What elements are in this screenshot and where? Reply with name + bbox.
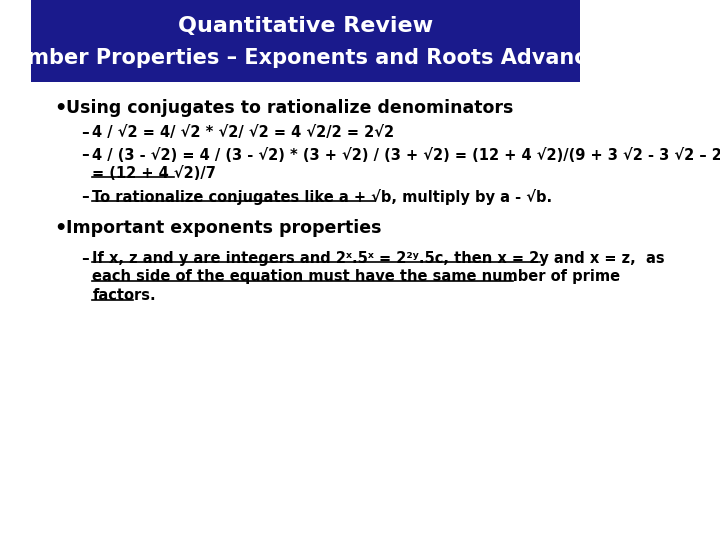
Text: –: – <box>81 190 89 205</box>
Text: 4 / (3 - √2) = 4 / (3 - √2) * (3 + √2) / (3 + √2) = (12 + 4 √2)/(9 + 3 √2 - 3 √2: 4 / (3 - √2) = 4 / (3 - √2) * (3 + √2) /… <box>92 147 720 163</box>
Text: Number Properties – Exponents and Roots Advanced: Number Properties – Exponents and Roots … <box>0 48 616 68</box>
Text: Using conjugates to rationalize denominators: Using conjugates to rationalize denomina… <box>66 99 513 117</box>
Text: Quantitative Review: Quantitative Review <box>178 16 433 36</box>
Text: •: • <box>54 219 66 238</box>
Text: = (12 + 4 √2)/7: = (12 + 4 √2)/7 <box>92 165 216 180</box>
Text: –: – <box>81 251 89 266</box>
Text: If x, z and y are integers and 2ˣ.5ˣ = 2²ʸ.5ᴄ, then x = 2y and x = z,  as: If x, z and y are integers and 2ˣ.5ˣ = 2… <box>92 251 665 266</box>
Text: 4 / √2 = 4/ √2 * √2/ √2 = 4 √2/2 = 2√2: 4 / √2 = 4/ √2 * √2/ √2 = 4 √2/2 = 2√2 <box>92 125 395 140</box>
FancyBboxPatch shape <box>32 0 580 82</box>
Text: To rationalize conjugates like a + √b, multiply by a - √b.: To rationalize conjugates like a + √b, m… <box>92 189 552 205</box>
Text: –: – <box>81 147 89 163</box>
Text: factors.: factors. <box>92 288 156 303</box>
Text: Important exponents properties: Important exponents properties <box>66 219 381 237</box>
Text: –: – <box>81 125 89 140</box>
Text: each side of the equation must have the same number of prime: each side of the equation must have the … <box>92 269 621 285</box>
Text: •: • <box>54 98 66 118</box>
